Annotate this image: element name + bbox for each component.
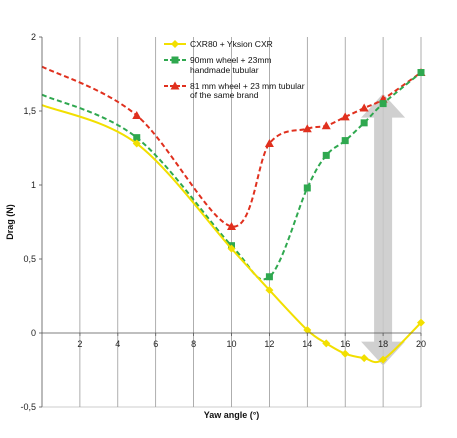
series-81mm-wheel-point xyxy=(340,112,350,121)
x-tick-label: 12 xyxy=(264,339,274,349)
series-81mm-wheel-point xyxy=(264,139,274,148)
y-tick-label: 1,5 xyxy=(23,106,36,116)
y-tick-label: 0,5 xyxy=(23,254,36,264)
series-90mm-wheel-point xyxy=(322,151,330,159)
x-tick-label: 14 xyxy=(302,339,312,349)
y-axis-title: Drag (N) xyxy=(5,204,15,240)
x-tick-label: 16 xyxy=(340,339,350,349)
legend: CXR80 + Yksion CXR 90mm wheel + 23mmhandm… xyxy=(164,39,305,100)
series-90mm-wheel-point xyxy=(417,69,425,77)
series-81mm-wheel-legend-marker xyxy=(170,81,180,90)
series-cxr80-yksion-point xyxy=(227,244,236,253)
series-cxr80-yksion-point xyxy=(303,326,312,335)
series-cxr80-yksion-point xyxy=(132,139,141,148)
series-cxr80-yksion-point xyxy=(360,354,369,363)
y-tick-label: -0,5 xyxy=(20,402,36,412)
x-tick-label: 2 xyxy=(77,339,82,349)
axes: -0,5 0 0,5 1 1,5 2 2 4 6 8 10 12 14 16 18 20 xyxy=(20,32,426,412)
series-90mm-wheel-point xyxy=(265,273,273,281)
series-81mm-wheel-point xyxy=(321,121,331,130)
series-90mm-wheel-point xyxy=(303,184,311,192)
series-cxr80-yksion-point xyxy=(341,349,350,358)
x-tick-label: 10 xyxy=(226,339,236,349)
series-81mm-wheel-point xyxy=(227,221,236,230)
series-90mm-wheel-point xyxy=(341,137,349,145)
x-tick-label: 8 xyxy=(191,339,196,349)
series-cxr80-yksion-legend-label: CXR80 + Yksion CXR xyxy=(190,39,273,49)
series-81mm-wheel-point xyxy=(302,124,312,133)
x-tick-label: 6 xyxy=(153,339,158,349)
series-90mm-wheel-point xyxy=(133,134,141,142)
x-tick-label: 4 xyxy=(115,339,120,349)
x-tick-label: 20 xyxy=(416,339,426,349)
series-90mm-wheel-legend-label: 90mm wheel + 23mm xyxy=(190,55,272,65)
series-cxr80-yksion-point xyxy=(265,286,274,295)
series-90mm-wheel-legend-label: handmade tubular xyxy=(190,65,259,75)
series-81mm-wheel-point xyxy=(359,103,369,112)
series-cxr80-yksion-point xyxy=(417,318,425,327)
series-layer xyxy=(41,65,426,364)
series-cxr80-yksion-legend-marker xyxy=(171,40,179,48)
y-tick-label: 1 xyxy=(31,180,36,190)
series-81mm-wheel-legend-label: 81 mm wheel + 23 mm tubular xyxy=(190,81,305,91)
series-90mm-wheel-point xyxy=(379,100,387,108)
gray-double-arrow xyxy=(361,93,406,366)
y-tick-label: 0 xyxy=(31,328,36,338)
series-cxr80-yksion-point xyxy=(322,339,331,348)
series-cxr80-yksion-point xyxy=(379,355,388,364)
annotation-layer xyxy=(361,93,406,366)
series-81mm-wheel-point xyxy=(132,110,142,119)
series-90mm-wheel-legend-marker xyxy=(171,56,179,64)
series-90mm-wheel-point xyxy=(360,119,368,127)
x-tick-label: 18 xyxy=(378,339,388,349)
y-tick-label: 2 xyxy=(31,32,36,42)
series-81mm-wheel-line xyxy=(41,65,422,228)
x-axis-title: Yaw angle (°) xyxy=(204,410,260,420)
series-81mm-wheel-legend-label: of the same brand xyxy=(190,90,259,100)
